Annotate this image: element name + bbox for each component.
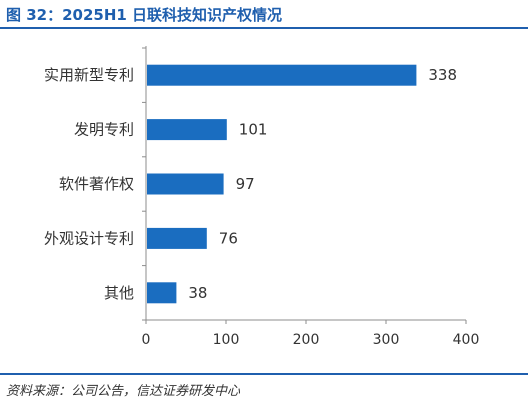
x-tick-label: 0 [142,332,151,348]
x-tick-label: 400 [453,332,480,348]
bar [147,173,224,195]
data-label: 101 [239,121,268,139]
bar [147,282,177,304]
category-label: 发明专利 [74,121,134,139]
data-label: 76 [219,229,238,247]
data-label: 97 [236,175,255,193]
x-tick-label: 100 [213,332,240,348]
bar-chart: 0 100 200 300 400 实用新型专利 338 发明专利 101 软件著作权 97 外观设计… [44,46,480,348]
category-label: 软件著作权 [59,175,134,193]
source-note: 资料来源：公司公告，信达证券研发中心 [6,384,241,399]
bar [147,64,417,86]
bar [147,119,227,141]
bar [147,227,207,249]
data-label: 338 [428,66,457,84]
category-label: 其他 [104,284,134,302]
category-label: 实用新型专利 [44,66,134,84]
title-rule [0,27,528,29]
x-tick-label: 300 [373,332,400,348]
bottom-rule [0,373,528,375]
figure-title: 图 32：2025H1 日联科技知识产权情况 [6,6,283,24]
x-tick-label: 200 [293,332,320,348]
data-label: 38 [188,284,207,302]
category-label: 外观设计专利 [44,229,134,247]
